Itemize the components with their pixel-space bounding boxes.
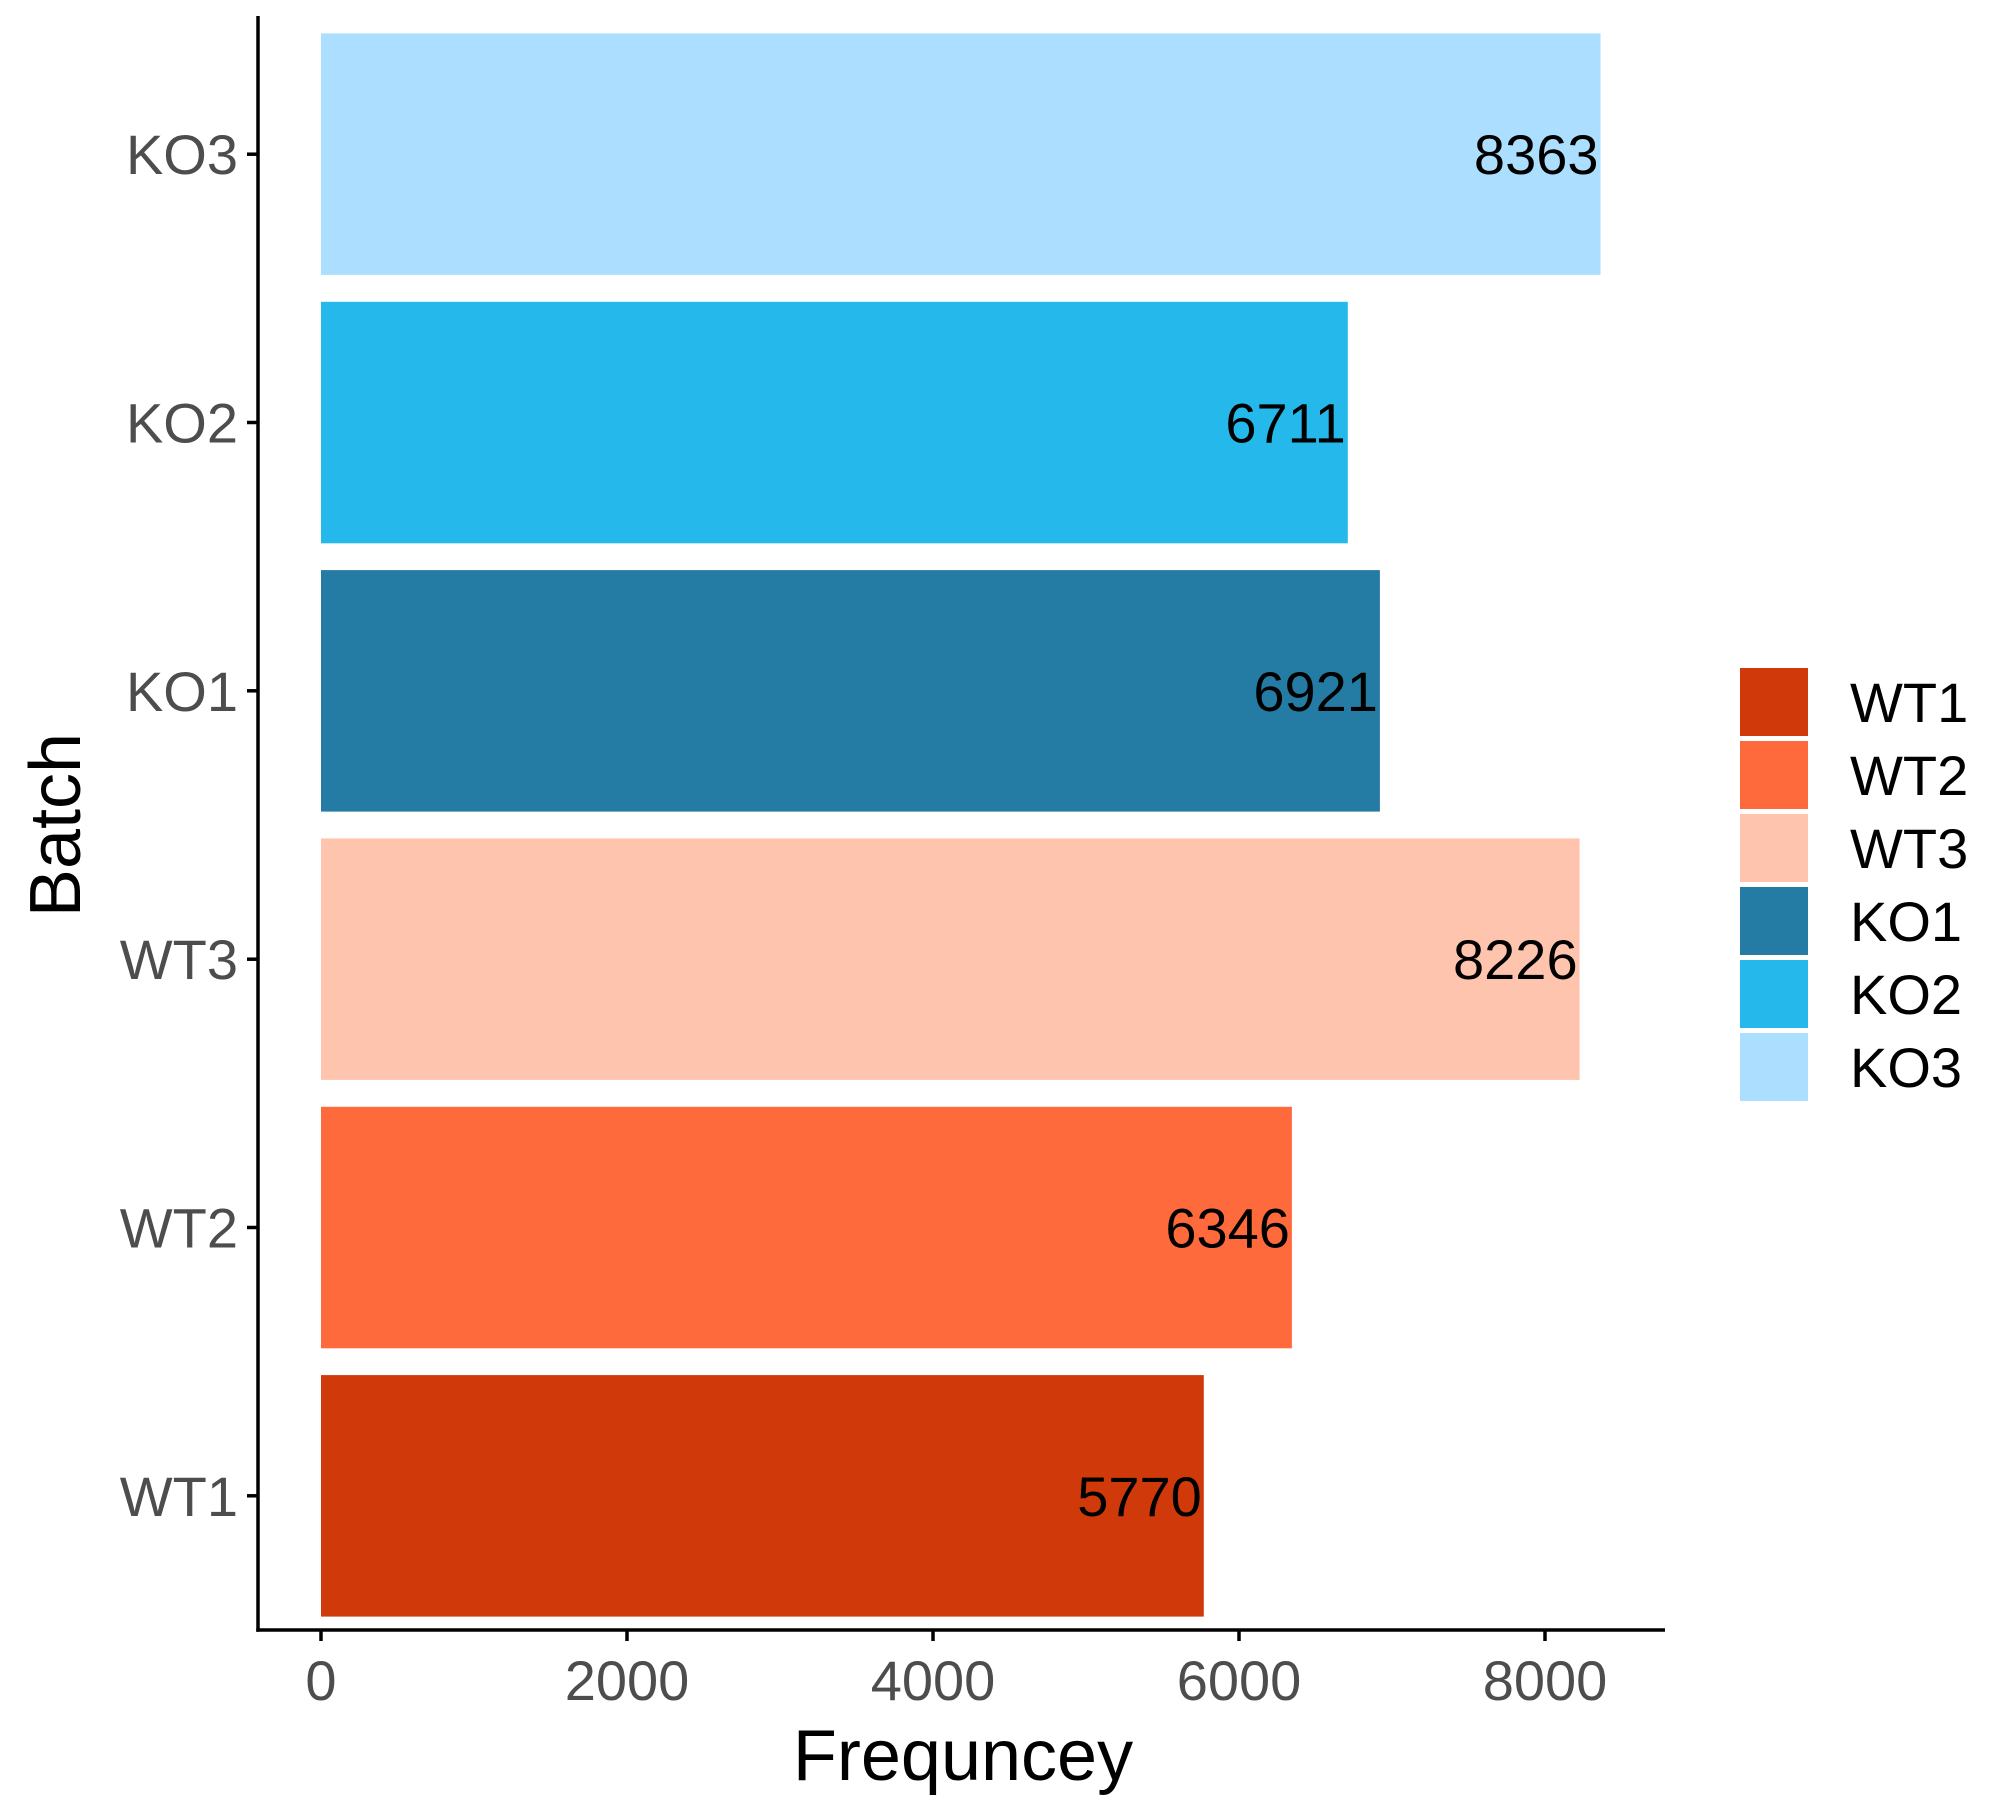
legend-label-wt1: WT1: [1850, 671, 1968, 734]
legend-label-wt2: WT2: [1850, 744, 1968, 807]
bar-label-wt1: 5770: [1077, 1465, 1202, 1528]
x-axis-ticks: 0 2000 4000 6000 8000: [305, 1630, 1607, 1712]
legend-label-ko1: KO1: [1850, 890, 1962, 953]
bar-label-ko1: 6921: [1253, 660, 1378, 723]
legend-label-ko2: KO2: [1850, 963, 1962, 1026]
bar-label-ko2: 6711: [1225, 392, 1345, 455]
bar-label-wt2: 6346: [1165, 1197, 1290, 1260]
bar-wt3: [321, 838, 1580, 1080]
legend-label-wt3: WT3: [1850, 817, 1968, 880]
y-tick-label-ko3: KO3: [126, 123, 238, 186]
bar-ko1: [321, 570, 1380, 812]
x-tick-label-0: 0: [305, 1649, 336, 1712]
y-tick-label-wt2: WT2: [120, 1197, 238, 1260]
bar-ko2: [321, 301, 1348, 544]
x-tick-label-2000: 2000: [565, 1649, 690, 1712]
y-tick-label-ko2: KO2: [126, 392, 238, 455]
y-axis-ticks: WT1 WT2 WT3 KO1 KO2 KO3: [120, 123, 258, 1528]
legend-swatch-wt2: [1740, 741, 1808, 809]
bar-label-wt3: 8226: [1453, 928, 1578, 991]
y-axis-title: Batch: [16, 733, 96, 917]
legend-swatch-ko3: [1740, 1033, 1808, 1101]
y-tick-label-wt3: WT3: [120, 928, 238, 991]
legend: WT1 WT2 WT3 KO1 KO2 KO3: [1740, 668, 1968, 1101]
legend-swatch-wt3: [1740, 814, 1808, 882]
legend-swatch-wt1: [1740, 668, 1808, 736]
bar-label-ko3: 8363: [1474, 123, 1599, 186]
bar-ko3: [321, 33, 1601, 275]
bar-wt2: [321, 1106, 1292, 1349]
bar-value-labels: 5770 6346 8226 6921 6711 8363: [1077, 123, 1598, 1528]
legend-swatch-ko1: [1740, 887, 1808, 955]
legend-label-ko3: KO3: [1850, 1036, 1962, 1099]
x-tick-label-6000: 6000: [1177, 1649, 1302, 1712]
y-tick-label-ko1: KO1: [126, 660, 238, 723]
x-tick-label-4000: 4000: [871, 1649, 996, 1712]
x-tick-label-8000: 8000: [1483, 1649, 1608, 1712]
bar-wt1: [321, 1375, 1204, 1617]
bars-group: [321, 33, 1601, 1617]
legend-swatch-ko2: [1740, 960, 1808, 1028]
x-axis-title: Frequncey: [793, 1716, 1133, 1796]
y-tick-label-wt1: WT1: [120, 1465, 238, 1528]
